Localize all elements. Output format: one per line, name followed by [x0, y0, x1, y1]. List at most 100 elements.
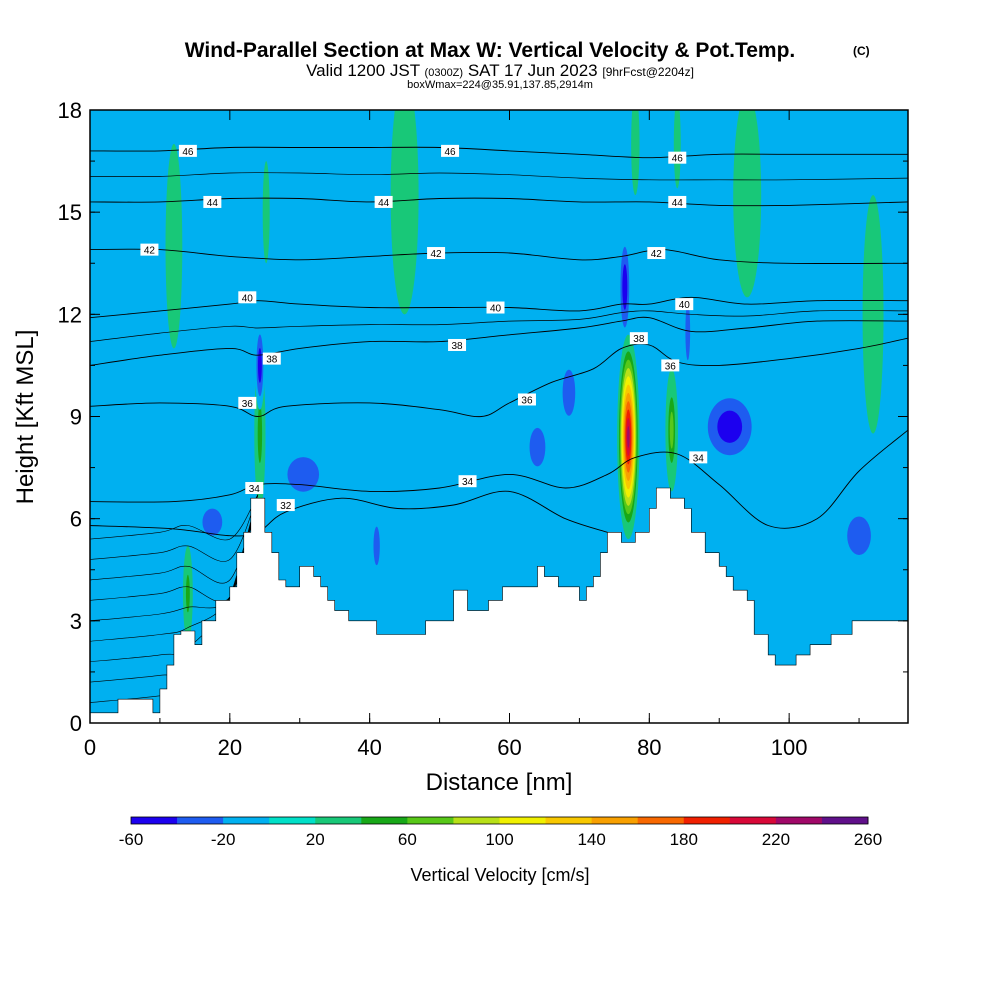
svg-text:38: 38 — [266, 355, 278, 366]
svg-text:34: 34 — [462, 477, 474, 488]
colorbar-swatch — [315, 817, 362, 824]
colorbar-tick-label: 60 — [398, 830, 417, 849]
y-tick-label: 18 — [58, 98, 82, 123]
colorbar-swatch — [591, 817, 639, 824]
w-level — [262, 161, 270, 264]
contour-label: 44 — [203, 195, 222, 209]
theta-contour-low — [90, 494, 259, 541]
w-feature — [390, 110, 419, 315]
forecast-info: [9hrFcst@2204z] — [602, 65, 694, 79]
plot-area: 46 46 46 44 44 44 42 42 42 40 40 40 38 38 38 36 36 36 34 34… — [90, 110, 908, 723]
svg-text:44: 44 — [672, 198, 684, 209]
y-tick-label: 3 — [70, 609, 82, 634]
theta-contour-32 — [90, 490, 608, 537]
w-level — [202, 508, 223, 536]
x-tick-label: 100 — [771, 735, 808, 760]
contour-labels: 46 46 46 44 44 44 42 42 42 40 40 40 38 38 38 36 36 36 34 34… — [140, 144, 708, 512]
w-feature — [665, 368, 678, 492]
svg-text:44: 44 — [378, 198, 390, 209]
colorbar-swatch — [177, 817, 224, 824]
w-feature — [698, 385, 762, 468]
theta-contour-38 — [90, 316, 908, 366]
svg-text:42: 42 — [651, 249, 663, 260]
colorbar: -60 -20 20 60 100 140 180 220 260 — [119, 816, 882, 849]
colorbar-swatch — [131, 817, 178, 824]
colorbar-swatch — [545, 817, 593, 824]
contour-label: 42 — [427, 247, 446, 260]
theta-contour-minor — [90, 172, 908, 181]
svg-text:40: 40 — [490, 304, 502, 315]
w-feature — [673, 110, 681, 189]
colorbar-swatch — [821, 817, 869, 824]
svg-text:40: 40 — [679, 300, 691, 311]
svg-text:44: 44 — [207, 198, 219, 209]
w-feature — [262, 161, 270, 264]
valid-date: SAT 17 Jun 2023 — [468, 61, 598, 80]
w-feature — [165, 144, 183, 349]
theta-contour-44 — [90, 197, 908, 207]
w-level — [165, 144, 183, 349]
colorbar-swatch — [729, 817, 777, 824]
contour-label: 44 — [668, 195, 687, 209]
contour-label: 40 — [486, 301, 505, 315]
w-level — [257, 404, 263, 464]
w-feature — [838, 501, 881, 570]
svg-text:40: 40 — [242, 293, 254, 304]
contour-label: 46 — [178, 144, 197, 158]
contour-label: 46 — [668, 151, 687, 165]
utc-time: (0300Z) — [425, 67, 464, 79]
contour-label: 36 — [517, 393, 536, 406]
w-feature — [254, 321, 265, 410]
w-level — [685, 302, 691, 361]
w-feature — [194, 498, 230, 546]
svg-text:42: 42 — [144, 246, 156, 257]
x-tick-label: 0 — [84, 735, 96, 760]
theta-contour-42 — [90, 248, 908, 264]
theta-contour-low — [90, 494, 259, 562]
w-feature — [862, 195, 884, 434]
colorbar-tick-label: -20 — [211, 830, 236, 849]
w-level — [632, 115, 638, 173]
colorbar-tick-label: 260 — [854, 830, 882, 849]
colorbar-tick-label: 220 — [762, 830, 790, 849]
svg-text:36: 36 — [242, 399, 254, 410]
theta-contour-minor — [90, 310, 908, 342]
svg-text:36: 36 — [521, 395, 533, 406]
colorbar-tick-label: 140 — [577, 830, 605, 849]
contour-label: 40 — [238, 291, 257, 304]
svg-text:38: 38 — [633, 334, 645, 345]
y-tick-label: 9 — [70, 405, 82, 430]
box-wmax-note: boxWmax=224@35.91,137.85,2914m — [407, 79, 593, 91]
colorbar-tick-label: -60 — [119, 830, 144, 849]
colorbar-swatch — [775, 817, 823, 824]
contour-label: 34 — [689, 451, 708, 464]
w-feature — [631, 110, 640, 196]
y-tick-label: 0 — [70, 711, 82, 736]
colorbar-swatch — [361, 817, 408, 824]
x-tick-label: 20 — [218, 735, 242, 760]
w-level — [390, 110, 419, 315]
w-level — [669, 411, 674, 449]
y-tick-label: 12 — [58, 302, 82, 327]
y-tick-label: 15 — [58, 200, 82, 225]
contour-label: 36 — [238, 396, 257, 410]
w-level — [185, 574, 190, 613]
theta-contour-46 — [90, 146, 908, 159]
terrain — [90, 487, 908, 723]
svg-text:46: 46 — [182, 147, 194, 158]
w-level — [862, 195, 884, 434]
w-feature — [618, 229, 632, 345]
w-level — [847, 516, 871, 555]
w-level — [529, 427, 546, 467]
contour-label: 34 — [458, 475, 477, 488]
w-level — [373, 526, 380, 566]
colorbar-swatch — [683, 817, 731, 824]
svg-text:34: 34 — [249, 484, 261, 495]
contour-label: 32 — [276, 499, 295, 512]
w-level — [733, 110, 762, 298]
colorbar-label: Vertical Velocity [cm/s] — [410, 865, 589, 885]
svg-text:38: 38 — [451, 341, 463, 352]
contour-label: 46 — [441, 144, 460, 158]
